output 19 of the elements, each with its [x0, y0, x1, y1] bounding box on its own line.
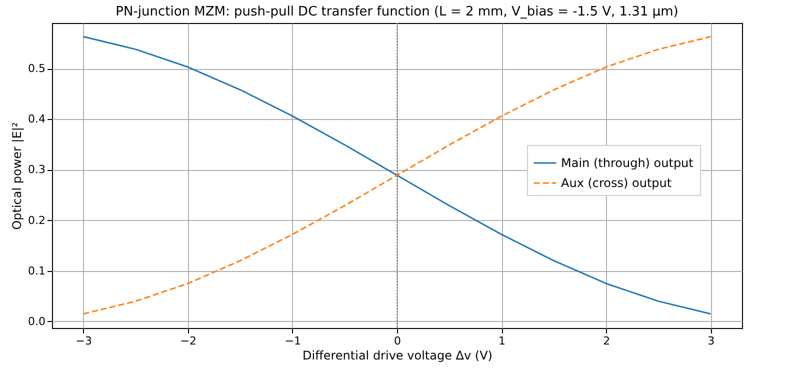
x-tick-label: 3 [708, 334, 715, 348]
y-tick-label: 0.4 [28, 112, 46, 126]
y-tick-label: 0.5 [28, 62, 46, 76]
x-tick-label: 0 [394, 334, 401, 348]
chart-title: PN-junction MZM: push-pull DC transfer function (L = 2 mm, V_bias = -1.5 V, 1.31 μm) [116, 4, 678, 20]
y-tick-label: 0.1 [28, 264, 46, 278]
x-tick-label: 2 [603, 334, 610, 348]
y-tick-label: 0.3 [28, 163, 46, 176]
legend-label: Aux (cross) output [561, 176, 672, 190]
x-tick-label: −1 [284, 334, 302, 348]
x-axis-title: Differential drive voltage Δv (V) [302, 348, 492, 362]
x-tick-label: −2 [180, 334, 197, 348]
y-axis-title: Optical power |E|² [10, 122, 24, 230]
y-tick-label: 0.0 [28, 314, 46, 328]
x-tick-label: −3 [76, 334, 92, 348]
line-series [82, 36, 712, 315]
y-tick-label: 0.2 [28, 214, 46, 227]
legend-label: Main (through) output [561, 156, 694, 170]
x-tick-label: 1 [498, 334, 506, 348]
